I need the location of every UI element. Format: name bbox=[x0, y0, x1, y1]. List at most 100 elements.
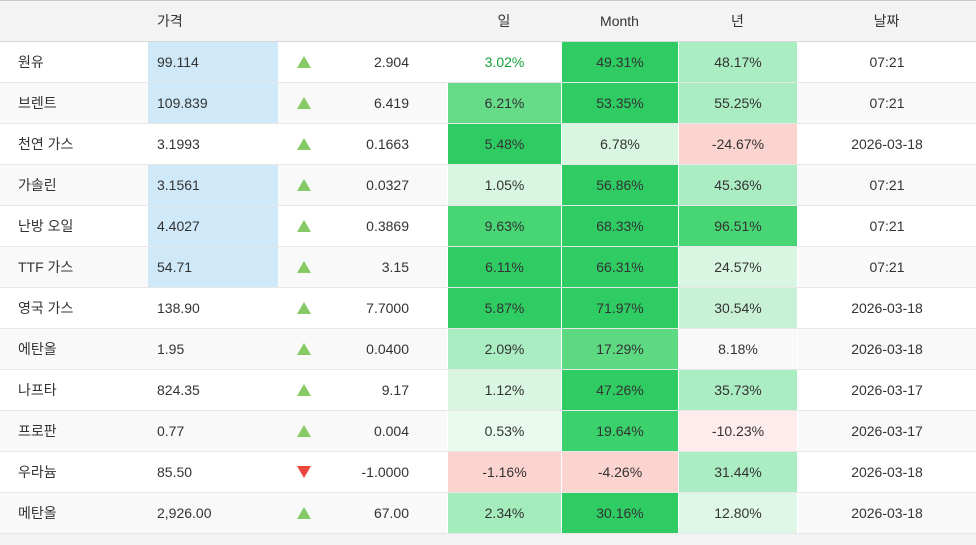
table-row: 가솔린 3.1561 0.0327 1.05% 56.86% 45.36% 07… bbox=[0, 165, 976, 206]
table-row: 천연 가스 3.1993 0.1663 5.48% 6.78% -24.67% … bbox=[0, 124, 976, 165]
month-percent-cell: -4.26% bbox=[561, 452, 678, 492]
year-percent-cell: 31.44% bbox=[678, 452, 797, 492]
month-percent-cell: 71.97% bbox=[561, 288, 678, 328]
date-cell: 07:21 bbox=[797, 206, 976, 246]
date-cell: 2026-03-18 bbox=[797, 124, 976, 164]
arrow-cell bbox=[278, 288, 330, 328]
table-row: 에탄올 1.95 0.0400 2.09% 17.29% 8.18% 2026-… bbox=[0, 329, 976, 370]
year-percent-cell: 12.80% bbox=[678, 493, 797, 533]
year-percent-cell: -24.67% bbox=[678, 124, 797, 164]
commodity-name-link[interactable]: 에탄올 bbox=[18, 341, 57, 357]
change-cell: 6.419 bbox=[373, 95, 409, 111]
arrow-cell bbox=[278, 329, 330, 369]
table-row: 영국 가스 138.90 7.7000 5.87% 71.97% 30.54% … bbox=[0, 288, 976, 329]
year-percent-cell: 24.57% bbox=[678, 247, 797, 287]
direction-arrow-icon bbox=[297, 56, 311, 68]
price-cell: 109.839 bbox=[148, 83, 278, 123]
change-cell: 0.3869 bbox=[366, 218, 409, 234]
date-cell: 2026-03-18 bbox=[797, 452, 976, 492]
price-cell: 2,926.00 bbox=[157, 505, 212, 521]
commodity-name-link[interactable]: 메탄올 bbox=[18, 505, 57, 521]
day-percent-cell: -1.16% bbox=[447, 452, 561, 492]
price-cell: 54.71 bbox=[148, 247, 278, 287]
day-percent-cell: 9.63% bbox=[447, 206, 561, 246]
price-cell: 824.35 bbox=[157, 382, 200, 398]
change-cell: 2.904 bbox=[373, 54, 409, 70]
table-header-row: 가격 일 Month 년 날짜 bbox=[0, 1, 976, 42]
direction-arrow-icon bbox=[297, 179, 311, 191]
commodity-name-link[interactable]: 영국 가스 bbox=[18, 300, 74, 316]
arrow-cell bbox=[278, 370, 330, 410]
month-percent-cell: 68.33% bbox=[561, 206, 678, 246]
price-cell: 1.95 bbox=[157, 341, 185, 357]
month-percent-cell: 53.35% bbox=[561, 83, 678, 123]
month-percent-cell: 17.29% bbox=[561, 329, 678, 369]
header-name bbox=[0, 1, 148, 41]
commodity-name-link[interactable]: 나프타 bbox=[18, 382, 57, 398]
commodity-name-link[interactable]: TTF 가스 bbox=[18, 259, 74, 275]
date-cell: 2026-03-18 bbox=[797, 288, 976, 328]
header-year: 년 bbox=[731, 13, 744, 29]
change-cell: 0.1663 bbox=[366, 136, 409, 152]
commodity-name-link[interactable]: 우라늄 bbox=[18, 464, 57, 480]
change-cell: 7.7000 bbox=[366, 300, 409, 316]
price-cell: 99.114 bbox=[148, 42, 278, 82]
commodity-name-link[interactable]: 프로판 bbox=[18, 423, 57, 439]
arrow-cell bbox=[278, 42, 330, 82]
price-cell: 3.1993 bbox=[157, 136, 200, 152]
date-cell: 2026-03-18 bbox=[797, 329, 976, 369]
arrow-cell bbox=[278, 493, 330, 533]
date-cell: 07:21 bbox=[797, 247, 976, 287]
day-percent-cell: 6.11% bbox=[447, 247, 561, 287]
table-row: 프로판 0.77 0.004 0.53% 19.64% -10.23% 2026… bbox=[0, 411, 976, 452]
direction-arrow-icon bbox=[297, 343, 311, 355]
change-cell: -1.0000 bbox=[361, 464, 409, 480]
change-cell: 0.004 bbox=[373, 423, 409, 439]
commodity-name-link[interactable]: 가솔린 bbox=[18, 177, 57, 193]
date-cell: 07:21 bbox=[797, 165, 976, 205]
arrow-cell bbox=[278, 165, 330, 205]
price-cell: 3.1561 bbox=[148, 165, 278, 205]
table-row: 나프타 824.35 9.17 1.12% 47.26% 35.73% 2026… bbox=[0, 370, 976, 411]
change-cell: 0.0327 bbox=[366, 177, 409, 193]
commodity-name-link[interactable]: 원유 bbox=[18, 54, 44, 70]
date-cell: 2026-03-18 bbox=[797, 493, 976, 533]
date-cell: 07:21 bbox=[797, 83, 976, 123]
direction-arrow-icon bbox=[297, 138, 311, 150]
year-percent-cell: 96.51% bbox=[678, 206, 797, 246]
table-row: 브렌트 109.839 6.419 6.21% 53.35% 55.25% 07… bbox=[0, 83, 976, 124]
direction-arrow-icon bbox=[297, 220, 311, 232]
price-cell: 138.90 bbox=[157, 300, 200, 316]
month-percent-cell: 19.64% bbox=[561, 411, 678, 451]
year-percent-cell: 8.18% bbox=[678, 329, 797, 369]
direction-arrow-icon bbox=[297, 261, 311, 273]
commodity-name-link[interactable]: 브렌트 bbox=[18, 95, 57, 111]
header-price: 가격 bbox=[157, 13, 183, 29]
header-date: 날짜 bbox=[873, 13, 900, 29]
commodity-name-link[interactable]: 난방 오일 bbox=[18, 218, 74, 234]
date-cell: 2026-03-17 bbox=[797, 411, 976, 451]
arrow-cell bbox=[278, 206, 330, 246]
table-row: 난방 오일 4.4027 0.3869 9.63% 68.33% 96.51% … bbox=[0, 206, 976, 247]
month-percent-cell: 49.31% bbox=[561, 42, 678, 82]
direction-arrow-icon bbox=[297, 384, 311, 396]
year-percent-cell: 48.17% bbox=[678, 42, 797, 82]
arrow-cell bbox=[278, 411, 330, 451]
day-percent-cell: 2.09% bbox=[447, 329, 561, 369]
month-percent-cell: 56.86% bbox=[561, 165, 678, 205]
header-arrow bbox=[278, 1, 330, 41]
table-row: 우라늄 85.50 -1.0000 -1.16% -4.26% 31.44% 2… bbox=[0, 452, 976, 493]
year-percent-cell: 45.36% bbox=[678, 165, 797, 205]
change-cell: 0.0400 bbox=[366, 341, 409, 357]
commodity-name-link[interactable]: 천연 가스 bbox=[18, 136, 74, 152]
arrow-cell bbox=[278, 247, 330, 287]
day-percent-cell: 6.21% bbox=[447, 83, 561, 123]
price-cell: 0.77 bbox=[157, 423, 185, 439]
month-percent-cell: 47.26% bbox=[561, 370, 678, 410]
day-percent-cell: 5.87% bbox=[447, 288, 561, 328]
month-percent-cell: 30.16% bbox=[561, 493, 678, 533]
direction-arrow-icon bbox=[297, 97, 311, 109]
year-percent-cell: 35.73% bbox=[678, 370, 797, 410]
direction-arrow-icon bbox=[297, 302, 311, 314]
